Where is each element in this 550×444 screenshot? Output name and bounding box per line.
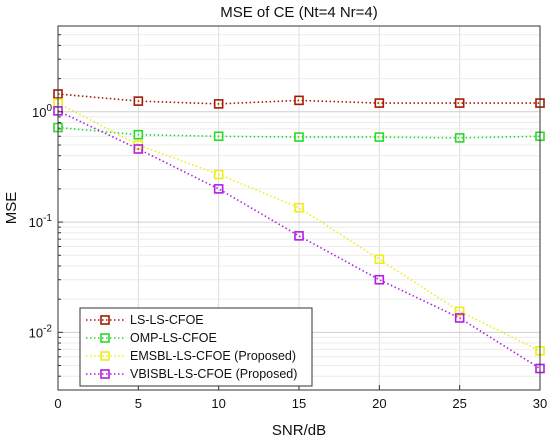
data-point <box>374 254 385 265</box>
data-point <box>213 184 224 194</box>
data-point <box>294 231 304 241</box>
data-point <box>454 133 465 143</box>
data-point <box>294 95 304 106</box>
data-point <box>213 131 224 142</box>
x-tick-label: 10 <box>211 396 225 411</box>
data-point <box>374 132 385 142</box>
x-axis-label: SNR/dB <box>272 422 326 439</box>
y-tick-label: 100 <box>32 103 52 120</box>
series-line <box>57 110 541 370</box>
data-point <box>213 169 224 180</box>
legend-marker <box>100 369 110 379</box>
legend-marker <box>100 333 110 343</box>
axis-ticks: 0 5 10 15 20 25 30 100 10-1 10-2 <box>29 25 547 411</box>
legend-marker <box>100 315 110 325</box>
legend: LS-LS-CFOE OMP-LS-CFOE EMSBL-LS-CFOE (Prop… <box>79 307 313 387</box>
data-point <box>374 274 385 285</box>
x-tick-label: 25 <box>452 396 466 411</box>
plot-series <box>53 89 545 374</box>
x-tick-label: 15 <box>292 396 306 411</box>
y-axis-label: MSE <box>3 192 20 225</box>
y-tick-label: 10-2 <box>29 323 53 340</box>
series-line <box>57 93 540 105</box>
chart-title: MSE of CE (Nt=4 Nr=4) <box>220 4 378 21</box>
legend-marker <box>100 351 110 361</box>
legend-label: VBISBL-LS-CFOE (Proposed) <box>130 367 297 381</box>
data-point <box>133 129 144 140</box>
data-point <box>133 96 144 106</box>
legend-label: LS-LS-CFOE <box>130 313 204 327</box>
legend-label: OMP-LS-CFOE <box>130 331 217 345</box>
x-tick-label: 5 <box>135 396 142 411</box>
series-line <box>57 126 541 139</box>
data-point <box>454 98 465 108</box>
data-point <box>213 99 224 109</box>
data-point <box>133 144 144 154</box>
x-tick-label: 30 <box>533 396 547 411</box>
data-point <box>454 313 465 323</box>
data-point <box>374 98 385 108</box>
data-point <box>294 202 304 213</box>
x-tick-label: 0 <box>54 396 61 411</box>
x-tick-label: 20 <box>372 396 386 411</box>
data-point <box>454 306 465 317</box>
legend-label: EMSBL-LS-CFOE (Proposed) <box>130 349 296 363</box>
y-tick-label: 10-1 <box>29 213 53 230</box>
data-point <box>294 132 304 142</box>
legend-box <box>79 307 313 387</box>
